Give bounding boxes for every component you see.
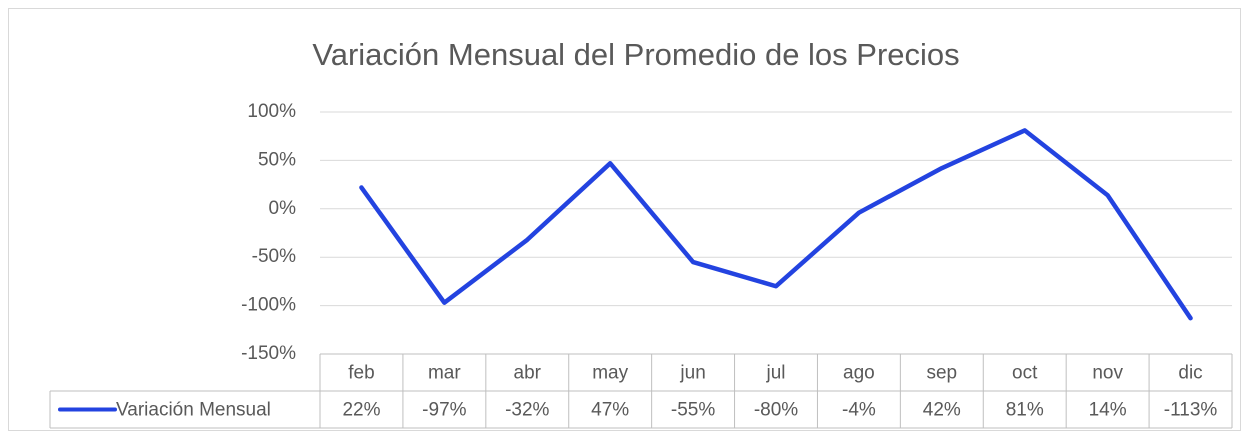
x-tick-label: oct xyxy=(1012,363,1038,384)
value-label: -55% xyxy=(671,400,715,421)
value-label: 22% xyxy=(342,400,380,421)
value-label: -97% xyxy=(422,400,466,421)
x-tick-label: dic xyxy=(1178,363,1202,384)
y-tick-label: 0% xyxy=(269,198,297,219)
x-tick-label: ago xyxy=(843,363,875,384)
x-tick-label: nov xyxy=(1092,363,1123,384)
x-tick-label: jun xyxy=(679,363,705,384)
y-tick-label: -50% xyxy=(252,246,296,267)
value-label: -4% xyxy=(842,400,876,421)
y-tick-label: 50% xyxy=(258,149,296,170)
chart-border xyxy=(8,8,1241,431)
chart-title: Variación Mensual del Promedio de los Pr… xyxy=(312,37,959,72)
value-label: 14% xyxy=(1089,400,1127,421)
x-tick-label: sep xyxy=(926,363,957,384)
x-tick-label: mar xyxy=(428,363,461,384)
x-tick-label: feb xyxy=(348,363,374,384)
value-label: -80% xyxy=(754,400,798,421)
x-tick-label: may xyxy=(592,363,628,384)
value-label: 47% xyxy=(591,400,629,421)
value-label: -113% xyxy=(1164,400,1218,421)
line-series xyxy=(359,128,1193,321)
x-tick-label: abr xyxy=(514,363,542,384)
x-tick-label: jul xyxy=(765,363,785,384)
legend-label: Variación Mensual xyxy=(116,400,271,421)
y-tick-label: -150% xyxy=(241,343,296,364)
y-tick-label: -100% xyxy=(241,295,296,316)
value-label: 42% xyxy=(923,400,961,421)
value-label: -32% xyxy=(505,400,549,421)
y-tick-label: 100% xyxy=(247,101,296,122)
value-label: 81% xyxy=(1006,400,1044,421)
